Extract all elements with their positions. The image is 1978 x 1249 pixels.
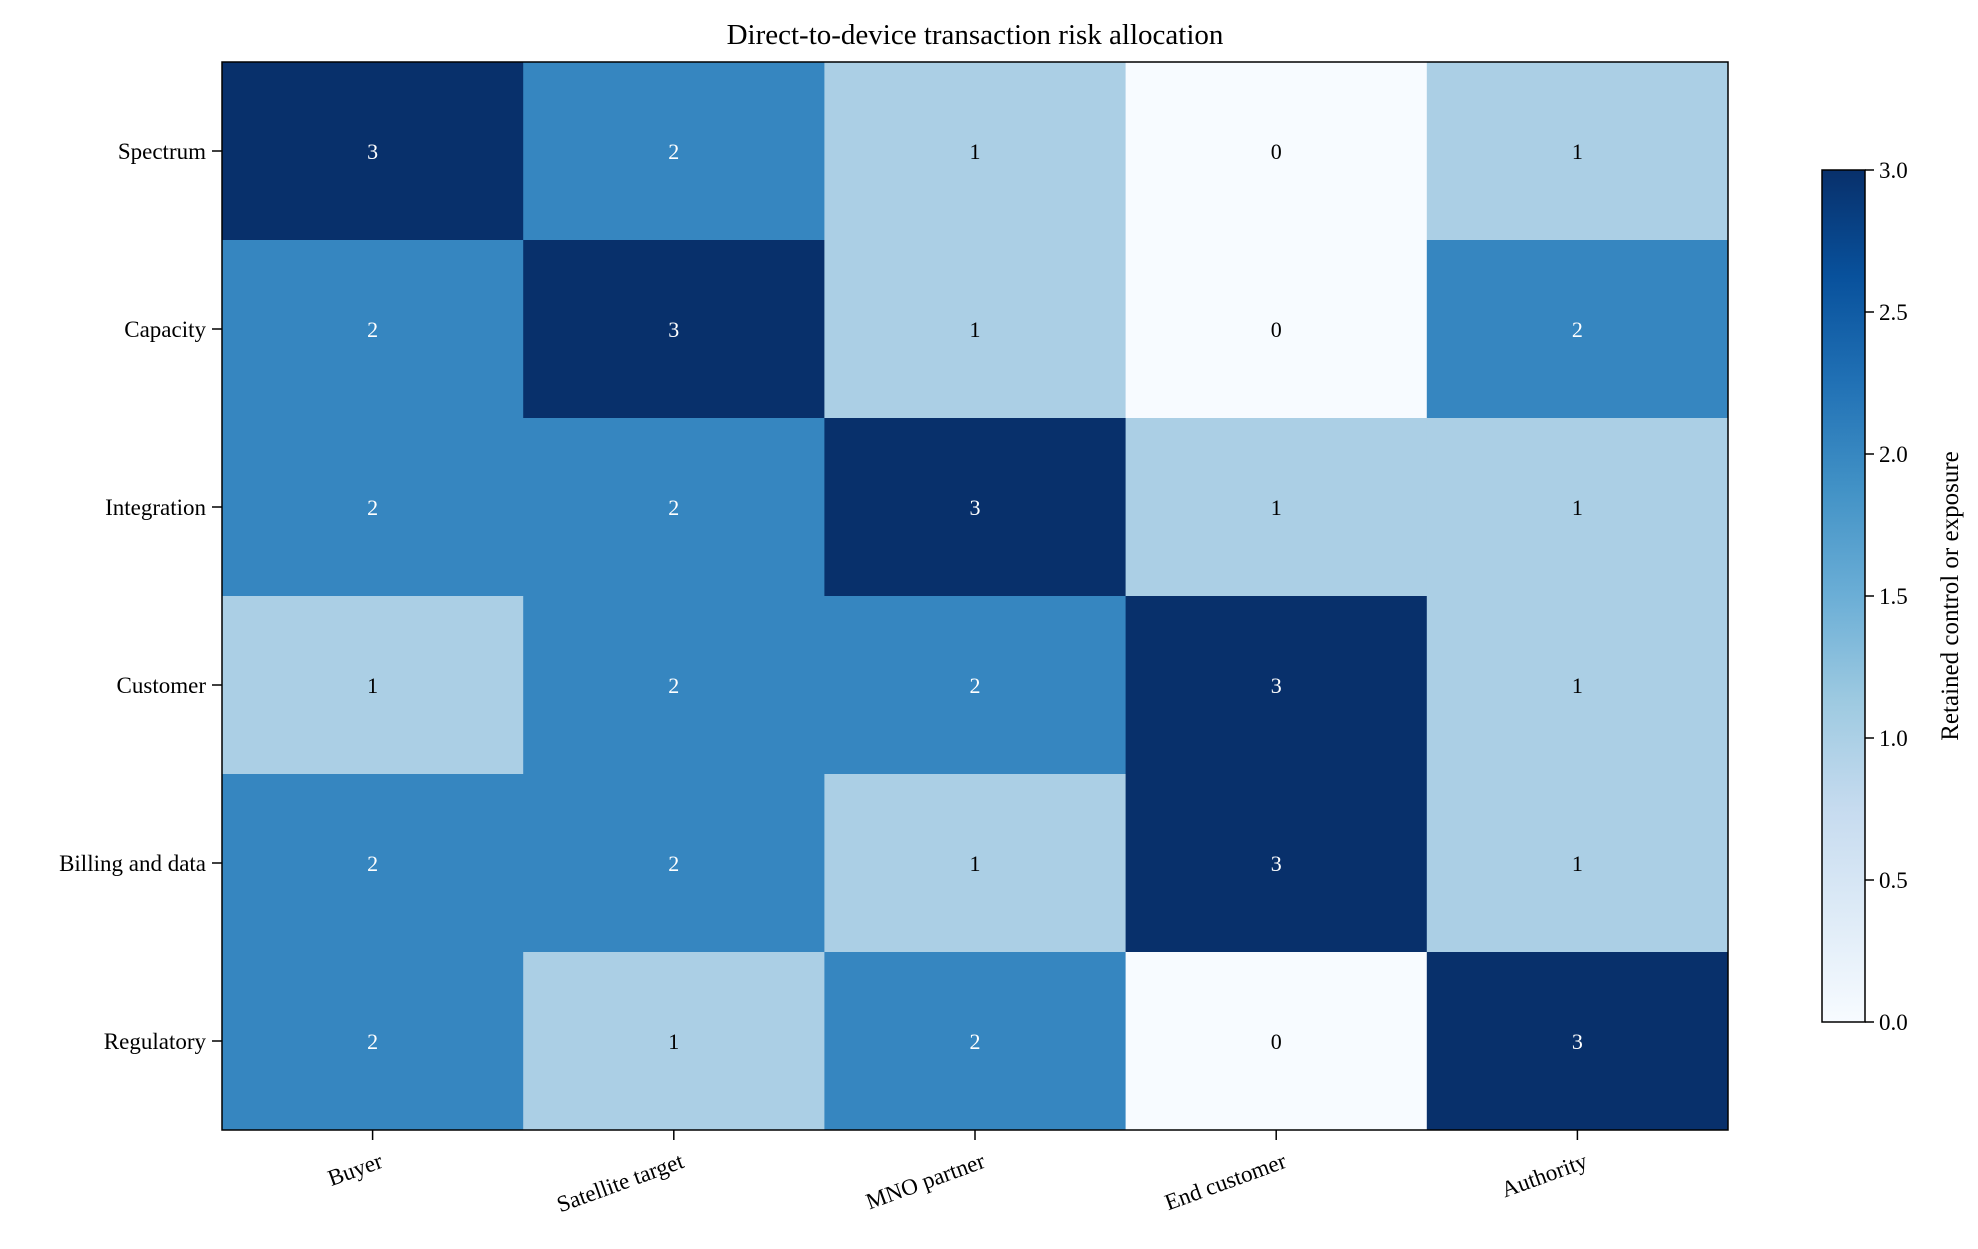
heatmap-cell-capacity-authority: [1426, 240, 1729, 419]
colorbar-tick-label: 0.0: [1879, 1010, 1908, 1035]
heatmap-cell-regulatory-buyer: [222, 952, 524, 1131]
heatmap-cell-billing-and-data-satellite-target: [523, 774, 825, 953]
heatmap-cell-regulatory-authority: [1426, 952, 1729, 1131]
colorbar-tick-label: 0.5: [1879, 868, 1908, 893]
cell-value-label: 1: [970, 317, 981, 342]
cell-value-label: 0: [1271, 317, 1282, 342]
cell-value-label: 3: [1271, 673, 1282, 698]
heatmap-cell-integration-authority: [1426, 418, 1729, 597]
heatmap-cell-regulatory-mno-partner: [824, 952, 1127, 1131]
x-tick-label: Buyer: [324, 1148, 386, 1191]
y-tick-label: Capacity: [124, 317, 206, 342]
cell-value-label: 2: [970, 673, 981, 698]
cell-value-label: 2: [1572, 317, 1583, 342]
x-tick-label: Authority: [1498, 1148, 1591, 1202]
heatmap-cell-billing-and-data-end-customer: [1125, 774, 1428, 953]
cell-value-label: 3: [367, 139, 378, 164]
cell-value-label: 2: [668, 673, 679, 698]
heatmap-cell-spectrum-buyer: [222, 62, 524, 241]
heatmap-cell-spectrum-satellite-target: [523, 62, 825, 241]
heatmap-cell-integration-buyer: [222, 418, 524, 597]
heatmap-cell-capacity-satellite-target: [523, 240, 825, 419]
cell-value-label: 0: [1271, 1029, 1282, 1054]
heatmap-cell-billing-and-data-buyer: [222, 774, 524, 953]
cell-value-label: 1: [1271, 495, 1282, 520]
colorbar-ticks: 0.0 0.5 1.0 1.5 2.0 2.5 3.0: [1865, 158, 1908, 1035]
cell-value-label: 1: [668, 1029, 679, 1054]
cell-value-label: 1: [1572, 139, 1583, 164]
heatmap-cell-customer-satellite-target: [523, 596, 825, 775]
cell-value-label: 0: [1271, 139, 1282, 164]
colorbar-tick-label: 2.0: [1879, 442, 1908, 467]
heatmap-cell-customer-mno-partner: [824, 596, 1127, 775]
y-tick-label: Integration: [105, 495, 206, 520]
cell-value-label: 2: [367, 851, 378, 876]
cell-value-label: 2: [668, 495, 679, 520]
x-tick-label: End customer: [1161, 1148, 1289, 1215]
cell-value-label: 3: [668, 317, 679, 342]
cell-value-label: 2: [668, 139, 679, 164]
cell-value-label: 1: [367, 673, 378, 698]
heatmap-cell-spectrum-mno-partner: [824, 62, 1127, 241]
x-axis: Buyer Satellite target MNO partner End cust…: [324, 1130, 1591, 1217]
heatmap-cell-customer-authority: [1426, 596, 1729, 775]
cell-value-label: 2: [367, 317, 378, 342]
cell-value-label: 1: [970, 851, 981, 876]
y-tick-label: Customer: [117, 673, 207, 698]
heatmap-cell-integration-end-customer: [1125, 418, 1428, 597]
heatmap-cell-regulatory-end-customer: [1125, 952, 1428, 1131]
heatmap-cell-capacity-buyer: [222, 240, 524, 419]
cell-value-label: 1: [1572, 495, 1583, 520]
heatmap-cell-integration-satellite-target: [523, 418, 825, 597]
y-axis: Spectrum Capacity Integration Customer Billi…: [59, 139, 222, 1054]
x-tick-label: Satellite target: [553, 1148, 687, 1217]
heatmap-cell-spectrum-authority: [1426, 62, 1729, 241]
cell-value-label: 2: [367, 495, 378, 520]
colorbar-tick-label: 1.5: [1879, 584, 1908, 609]
chart-title: Direct-to-device transaction risk alloca…: [727, 19, 1224, 51]
cell-value-label: 1: [1572, 851, 1583, 876]
cell-value-label: 1: [1572, 673, 1583, 698]
y-tick-label: Billing and data: [59, 851, 206, 876]
heatmap-cell-integration-mno-partner: [824, 418, 1127, 597]
y-tick-label: Regulatory: [104, 1029, 207, 1054]
colorbar-tick-label: 2.5: [1879, 300, 1908, 325]
heatmap-cell-regulatory-satellite-target: [523, 952, 825, 1131]
heatmap-cell-labels: 3 2 1 0 1 2 3 1 0 2 2 2 3 1 1 1 2 2 3 1 2 2 1 3 1 2 1 2 0 3: [367, 139, 1583, 1054]
cell-value-label: 1: [970, 139, 981, 164]
heatmap-cell-spectrum-end-customer: [1125, 62, 1428, 241]
heatmap-cells: [222, 62, 1729, 1131]
cell-value-label: 3: [1271, 851, 1282, 876]
cell-value-label: 3: [970, 495, 981, 520]
colorbar-tick-label: 3.0: [1879, 158, 1908, 183]
cell-value-label: 2: [367, 1029, 378, 1054]
heatmap-cell-customer-buyer: [222, 596, 524, 775]
cell-value-label: 3: [1572, 1029, 1583, 1054]
heatmap-cell-capacity-end-customer: [1125, 240, 1428, 419]
heatmap-cell-billing-and-data-authority: [1426, 774, 1729, 953]
colorbar-label: Retained control or exposure: [1937, 451, 1964, 741]
y-tick-label: Spectrum: [118, 139, 206, 164]
heatmap-cell-capacity-mno-partner: [824, 240, 1127, 419]
colorbar-tick-label: 1.0: [1879, 726, 1908, 751]
cell-value-label: 2: [970, 1029, 981, 1054]
heatmap-cell-customer-end-customer: [1125, 596, 1428, 775]
heatmap-cell-billing-and-data-mno-partner: [824, 774, 1127, 953]
colorbar-gradient: [1821, 169, 1866, 1023]
cell-value-label: 2: [668, 851, 679, 876]
colorbar: 0.0 0.5 1.0 1.5 2.0 2.5 3.0 Retained control o…: [1821, 158, 1964, 1035]
x-tick-label: MNO partner: [863, 1148, 989, 1214]
